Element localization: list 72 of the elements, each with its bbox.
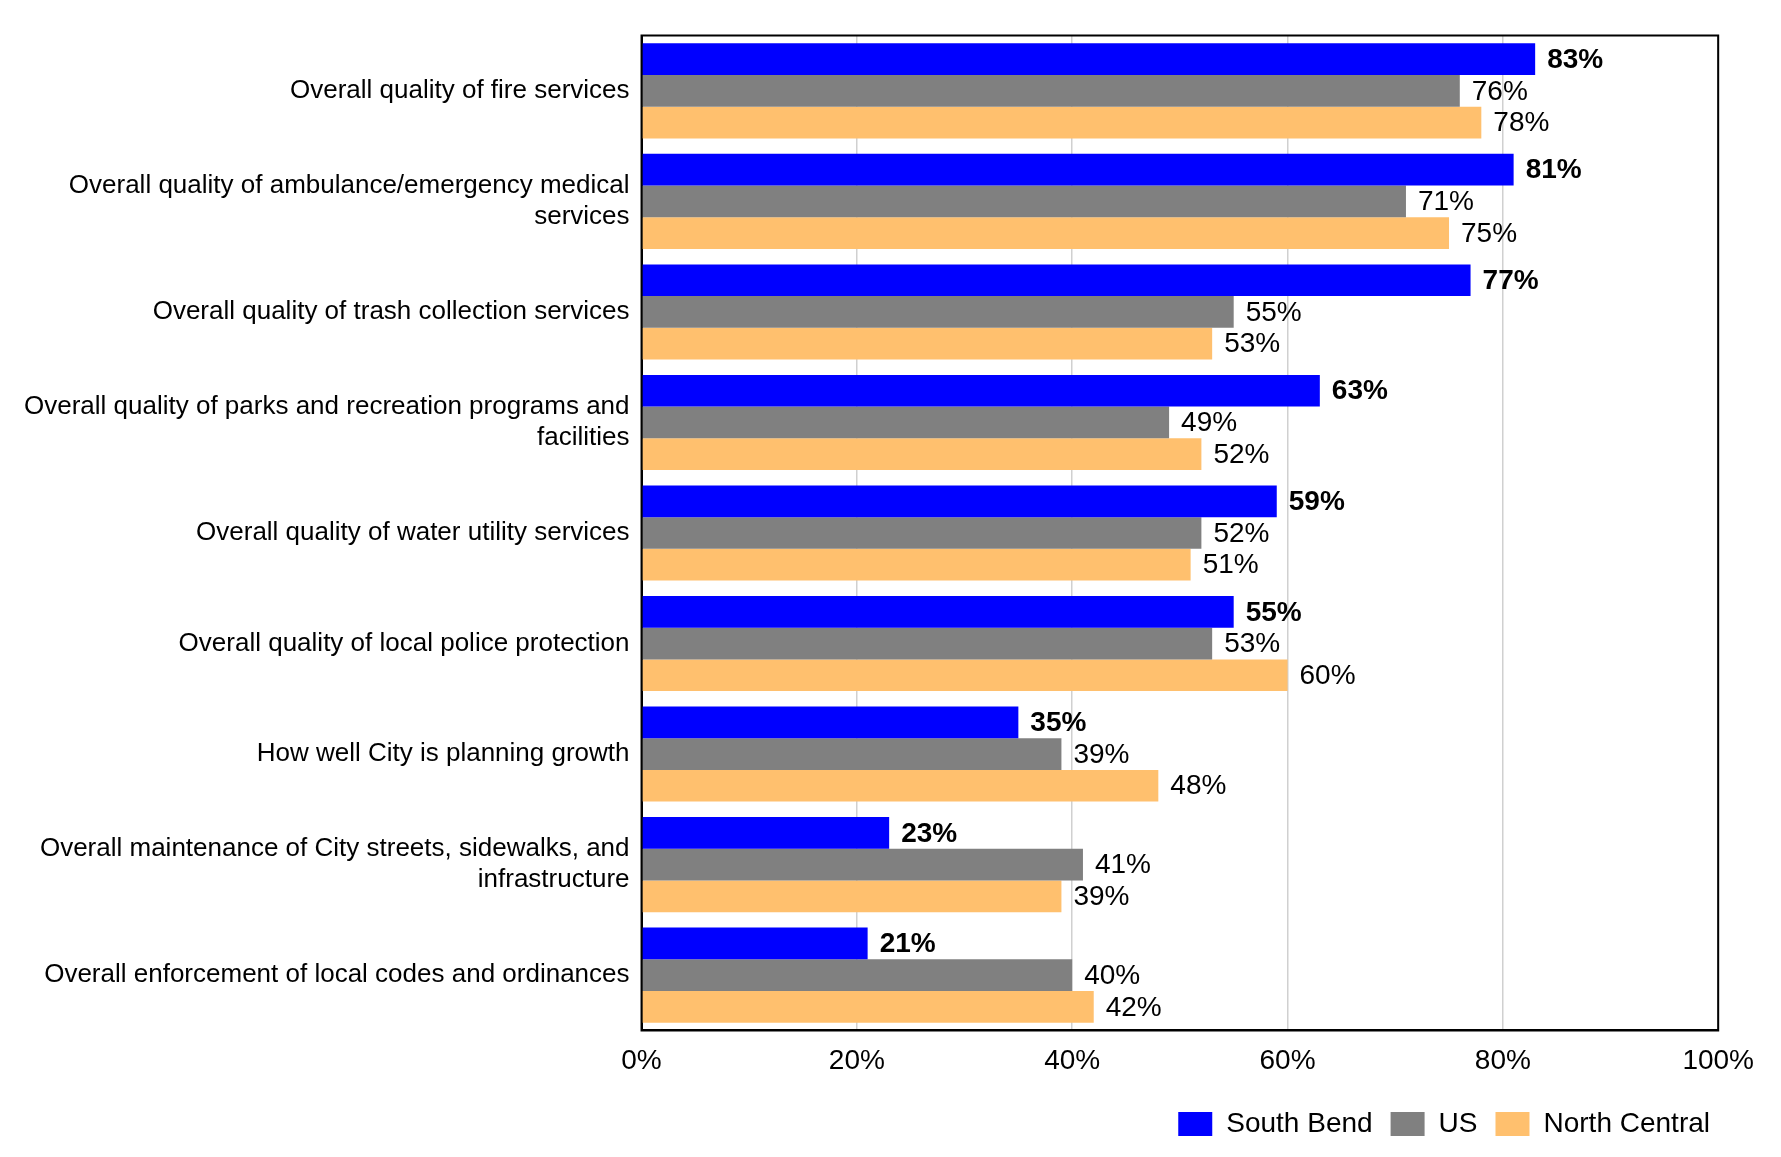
x-tick-label: 40% [1044, 1043, 1101, 1075]
bar [642, 106, 1482, 139]
bar [642, 217, 1450, 249]
y-tick-label: Overall enforcement of local codes and ordinances [44, 958, 630, 989]
bar [642, 659, 1288, 692]
x-tick-label: 0% [621, 1043, 662, 1075]
legend-label: South Bend [1226, 1106, 1373, 1138]
data-label: 83% [1547, 42, 1604, 74]
data-label: 78% [1493, 106, 1550, 138]
legend-label: US [1438, 1106, 1478, 1138]
bar [642, 438, 1202, 470]
bar [642, 769, 1159, 802]
bar [642, 706, 1019, 739]
bar [642, 596, 1234, 628]
y-tick-label: Overall quality of fire services [289, 74, 630, 105]
bar [642, 517, 1202, 549]
y-tick-label: Overall quality of water utility services [196, 516, 630, 547]
data-label: 52% [1213, 516, 1270, 548]
data-label: 77% [1482, 263, 1539, 295]
data-label: 55% [1245, 295, 1302, 327]
data-label: 51% [1202, 548, 1259, 580]
data-label: 41% [1094, 848, 1152, 880]
data-label: 48% [1170, 769, 1227, 801]
data-label: 60% [1299, 658, 1356, 690]
bar [642, 627, 1213, 660]
bar [642, 848, 1083, 881]
data-label: 53% [1224, 327, 1281, 359]
bar [642, 185, 1406, 218]
data-label: 75% [1461, 216, 1518, 248]
data-label: 71% [1417, 185, 1475, 217]
bar [642, 43, 1536, 76]
y-tick-label: Overall quality of local police protection [178, 626, 630, 657]
bar [642, 485, 1277, 518]
bar [642, 990, 1094, 1023]
data-label: 81% [1525, 153, 1582, 185]
y-tick-label: Overall quality of trash collection services [152, 295, 630, 326]
data-label: 42% [1105, 990, 1162, 1022]
data-label: 52% [1213, 437, 1270, 469]
data-label: 53% [1224, 627, 1281, 659]
data-label: 39% [1073, 737, 1130, 769]
data-label: 39% [1073, 880, 1130, 911]
x-tick-label: 20% [828, 1043, 885, 1075]
y-tick-label: Overall quality of ambulance/emergency medical services [68, 168, 630, 231]
bar [642, 959, 1073, 991]
bar [642, 374, 1320, 407]
data-label: 63% [1331, 374, 1388, 406]
data-label: 40% [1084, 958, 1141, 990]
data-label: 23% [901, 816, 958, 848]
legend-label: North Central [1543, 1106, 1711, 1138]
y-tick-label: How well City is planning growth [256, 737, 630, 768]
data-label: 59% [1288, 485, 1345, 517]
y-tick-label: Overall maintenance of City streets, sidewalks, and infrastructure [39, 832, 630, 894]
bar [642, 817, 890, 849]
data-label: 35% [1030, 706, 1087, 738]
bar [642, 406, 1170, 439]
y-tick-label: Overall quality of parks and recreation programs and facilities [24, 390, 630, 452]
x-tick-label: 100% [1682, 1043, 1755, 1075]
bar [642, 548, 1191, 581]
bar [642, 327, 1213, 360]
bar [642, 927, 868, 960]
data-label: 55% [1245, 595, 1302, 627]
x-tick-label: 80% [1474, 1043, 1531, 1075]
data-label: 76% [1471, 74, 1528, 106]
bar [642, 75, 1460, 107]
bar [642, 153, 1514, 186]
bar [642, 296, 1234, 328]
bar [642, 738, 1062, 770]
bar [642, 264, 1471, 297]
bar [642, 880, 1062, 913]
data-label: 21% [879, 927, 936, 959]
x-tick-label: 60% [1259, 1043, 1316, 1075]
data-label: 49% [1181, 406, 1238, 438]
